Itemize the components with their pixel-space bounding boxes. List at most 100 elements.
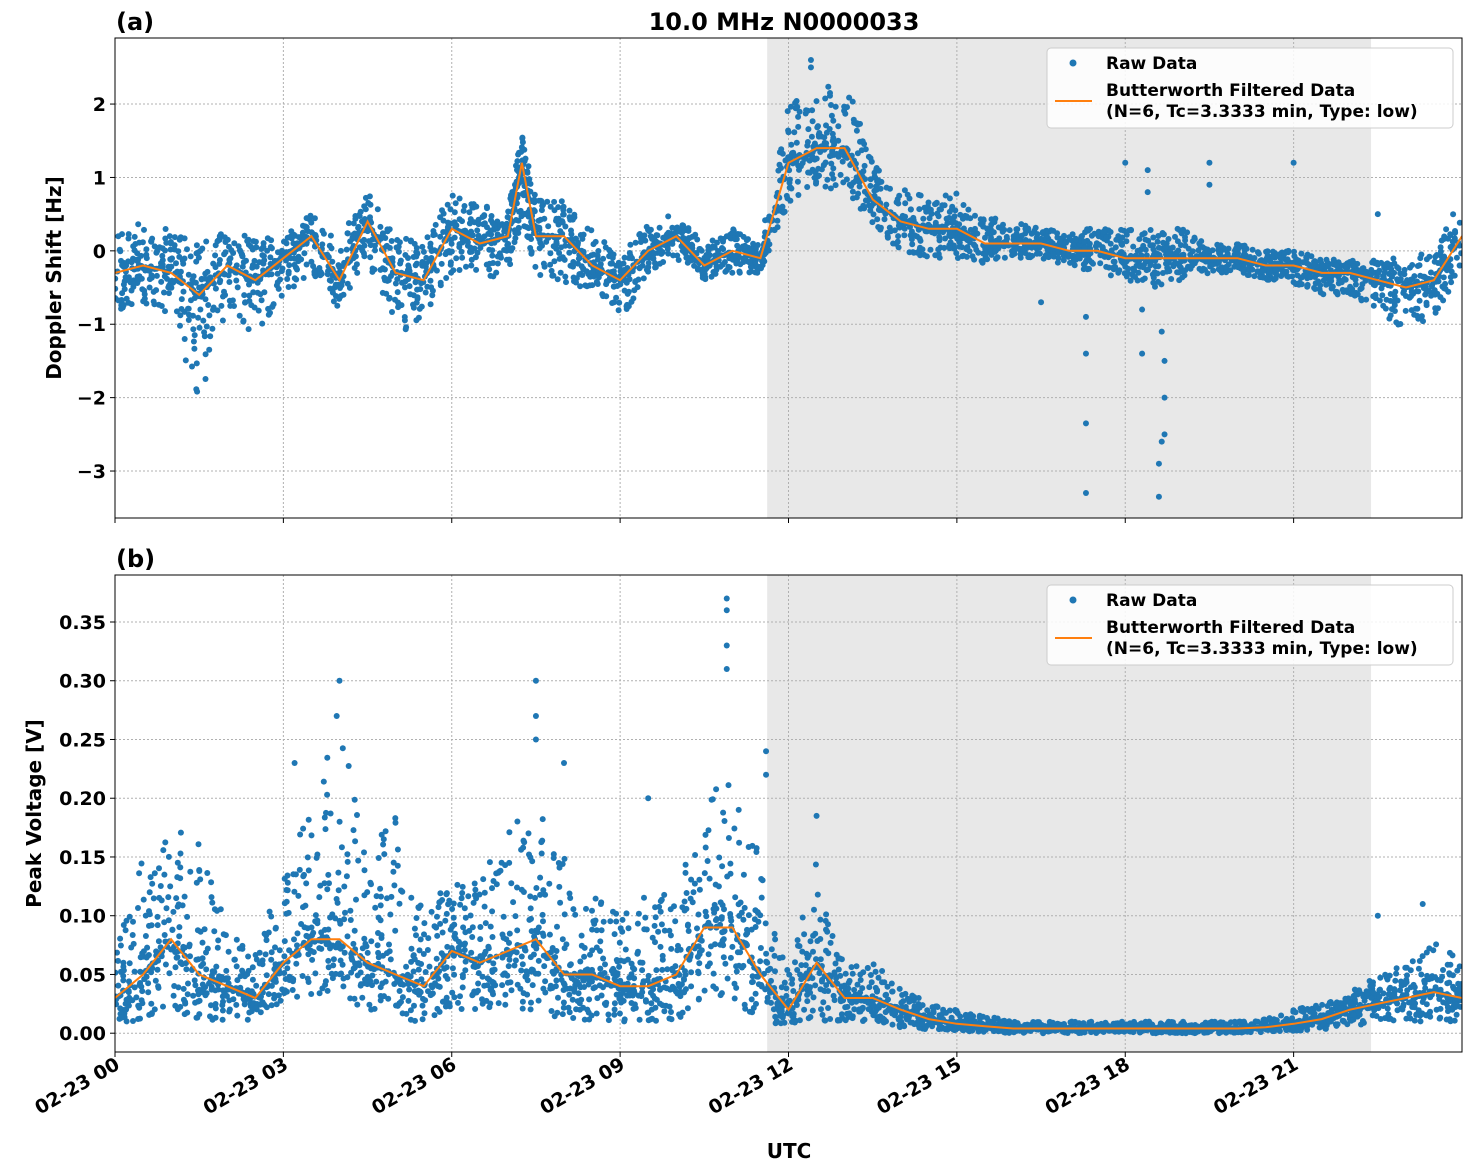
raw-point <box>1125 266 1131 272</box>
raw-point <box>1182 243 1188 249</box>
raw-point <box>449 906 455 912</box>
raw-point <box>285 887 291 893</box>
raw-point <box>512 239 518 245</box>
raw-point <box>312 215 318 221</box>
raw-point <box>203 950 209 956</box>
raw-point <box>541 933 547 939</box>
raw-point <box>672 963 678 969</box>
raw-point <box>650 935 656 941</box>
raw-point <box>1264 255 1270 261</box>
raw-point <box>1242 243 1248 249</box>
raw-point <box>468 246 474 252</box>
raw-point <box>520 961 526 967</box>
raw-point <box>477 953 483 959</box>
raw-point <box>137 1016 143 1022</box>
raw-point <box>547 986 553 992</box>
raw-point <box>411 305 417 311</box>
raw-point <box>605 1012 611 1018</box>
raw-point <box>688 896 694 902</box>
raw-point <box>737 270 743 276</box>
raw-point <box>429 909 435 915</box>
panel-label: (a) <box>116 8 154 36</box>
raw-point <box>1061 257 1067 263</box>
raw-point <box>528 1006 534 1012</box>
raw-point <box>702 870 708 876</box>
raw-point <box>1388 266 1394 272</box>
raw-point <box>1379 285 1385 291</box>
raw-point <box>916 206 922 212</box>
raw-point <box>1188 266 1194 272</box>
raw-point <box>378 993 384 999</box>
raw-point <box>123 1007 129 1013</box>
raw-point <box>428 301 434 307</box>
raw-point <box>338 958 344 964</box>
raw-point <box>1341 276 1347 282</box>
raw-point <box>490 989 496 995</box>
raw-point <box>462 941 468 947</box>
raw-point <box>257 950 263 956</box>
raw-point <box>637 960 643 966</box>
raw-point <box>928 210 934 216</box>
raw-point <box>474 227 480 233</box>
raw-point <box>1350 291 1356 297</box>
raw-point <box>244 238 250 244</box>
raw-point <box>416 967 422 973</box>
raw-point <box>684 890 690 896</box>
raw-point <box>850 195 856 201</box>
raw-point <box>202 333 208 339</box>
raw-point <box>1097 260 1103 266</box>
raw-point <box>205 269 211 275</box>
raw-point <box>696 912 702 918</box>
raw-point <box>389 238 395 244</box>
raw-point <box>760 262 766 268</box>
raw-point <box>434 933 440 939</box>
raw-point <box>1424 302 1430 308</box>
raw-point <box>570 906 576 912</box>
raw-point <box>688 983 694 989</box>
raw-point <box>639 967 645 973</box>
raw-point <box>568 231 574 237</box>
raw-point <box>764 217 770 223</box>
raw-point <box>1050 251 1056 257</box>
raw-point <box>301 275 307 281</box>
raw-point <box>459 249 465 255</box>
raw-outlier-point <box>1145 167 1151 173</box>
raw-point <box>507 931 513 937</box>
raw-point <box>190 993 196 999</box>
raw-point <box>414 287 420 293</box>
raw-point <box>594 945 600 951</box>
raw-point <box>225 237 231 243</box>
raw-point <box>1249 267 1255 273</box>
raw-point <box>469 257 475 263</box>
raw-point <box>341 292 347 298</box>
raw-point <box>325 872 331 878</box>
raw-point <box>172 234 178 240</box>
raw-point <box>289 975 295 981</box>
raw-point <box>1013 226 1019 232</box>
raw-point <box>425 234 431 240</box>
raw-point <box>345 933 351 939</box>
raw-point <box>406 998 412 1004</box>
raw-point <box>367 880 373 886</box>
raw-point <box>345 281 351 287</box>
raw-point <box>144 974 150 980</box>
raw-point <box>462 929 468 935</box>
raw-outlier-point <box>1139 307 1145 313</box>
raw-point <box>487 1001 493 1007</box>
raw-point <box>1033 225 1039 231</box>
raw-point <box>686 928 692 934</box>
raw-point <box>641 895 647 901</box>
raw-point <box>397 988 403 994</box>
raw-point <box>855 150 861 156</box>
raw-point <box>166 854 172 860</box>
raw-point <box>611 252 617 258</box>
raw-point <box>519 954 525 960</box>
raw-point <box>276 286 282 292</box>
raw-point <box>518 847 524 853</box>
raw-point <box>208 879 214 885</box>
raw-point <box>1281 252 1287 258</box>
raw-point <box>304 215 310 221</box>
raw-point <box>204 324 210 330</box>
raw-point <box>1029 231 1035 237</box>
